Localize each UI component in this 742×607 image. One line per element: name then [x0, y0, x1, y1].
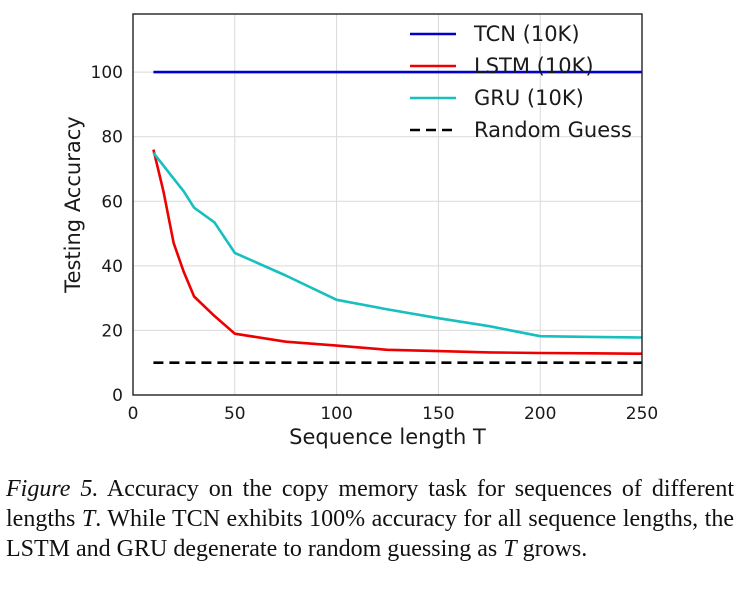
plot-frame [132, 13, 643, 396]
series-line [152, 149, 643, 355]
series-line [152, 151, 643, 339]
y-tick-label: 40 [101, 257, 123, 277]
x-tick-label: 100 [320, 404, 352, 424]
x-axis-label: Sequence length T [289, 425, 486, 449]
series-lines [152, 70, 643, 365]
caption-text-1: Accuracy on the copy memory task for seq… [6, 476, 735, 532]
legend-entry: TCN (10K) [473, 22, 580, 46]
y-tick-label: 0 [112, 386, 123, 406]
caption-text-2: . While TCN exhibits 100% accuracy for a… [6, 506, 735, 562]
legend-entry: LSTM (10K) [474, 54, 594, 78]
x-tick-label: 150 [422, 404, 454, 424]
x-tick-label: 200 [524, 404, 556, 424]
caption-text-3: grows. [516, 536, 588, 562]
caption-math-1: T [81, 506, 96, 532]
y-tick-label: 80 [101, 128, 123, 148]
y-tick-label: 60 [101, 192, 123, 212]
x-tick-label: 0 [128, 404, 139, 424]
y-tick-label: 100 [91, 63, 123, 83]
caption-math-2: T [503, 536, 517, 562]
legend-entry: Random Guess [474, 118, 632, 142]
figure-label: Figure 5. [6, 476, 99, 502]
chart: 0 50 100 150 200 250 0 20 40 60 80 100 Sequence le… [61, 13, 659, 449]
legend-entry: GRU (10K) [474, 86, 584, 110]
x-tick-label: 50 [224, 404, 246, 424]
y-tick-label: 20 [101, 321, 123, 341]
x-tick-label: 250 [626, 404, 658, 424]
figure-caption: Figure 5. Accuracy on the copy memory ta… [6, 474, 734, 564]
legend: TCN (10K) LSTM (10K) GRU (10K) Random Guess [410, 22, 632, 142]
y-tick-labels: 0 20 40 60 80 100 [91, 63, 123, 406]
x-tick-labels: 0 50 100 150 200 250 [128, 404, 659, 424]
y-axis-label: Testing Accuracy [61, 116, 85, 293]
